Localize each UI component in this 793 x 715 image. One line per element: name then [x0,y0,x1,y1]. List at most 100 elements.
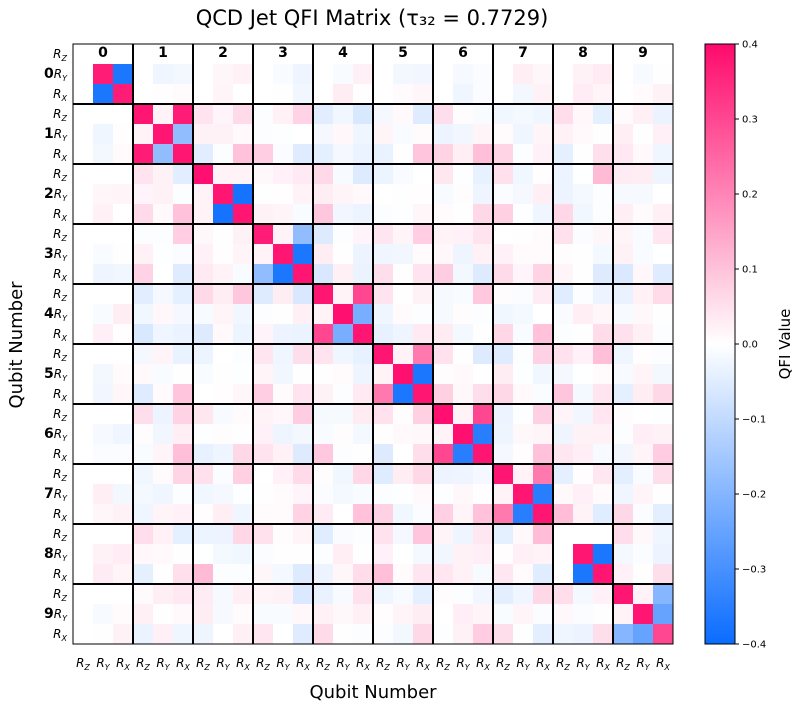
heatmap-cell [473,284,494,305]
heatmap-cell [113,444,134,465]
heatmap-cell [353,104,374,125]
heatmap-cell [593,264,614,285]
heatmap-cell [633,244,654,265]
heatmap-cell [193,244,214,265]
heatmap-cell [273,124,294,145]
heatmap-cell [453,364,474,385]
heatmap-cell [193,284,214,305]
heatmap-cell [333,384,354,405]
heatmap-cell [173,224,194,245]
heatmap-cell [133,604,154,625]
heatmap-cell [413,324,434,345]
heatmap-cell [613,44,634,65]
heatmap-cell [193,384,214,405]
heatmap-cell [133,444,154,465]
heatmap-cell [353,364,374,385]
heatmap-cell [193,144,214,165]
heatmap-cell [233,304,254,325]
heatmap-cell [93,504,114,525]
heatmap-cell [313,84,334,105]
heatmap-cell [453,504,474,525]
heatmap-cell [653,404,674,425]
heatmap-cell [353,524,374,545]
heatmap-cell [493,344,514,365]
heatmap-cell [293,224,314,245]
heatmap-cell [653,184,674,205]
heatmap-cell [213,244,234,265]
heatmap-cell [273,464,294,485]
heatmap-cell [173,504,194,525]
heatmap-cell [213,504,234,525]
heatmap-cell [113,244,134,265]
heatmap-cell [273,564,294,585]
heatmap-cell [473,324,494,345]
heatmap-cell [293,264,314,285]
heatmap-cell [93,604,114,625]
heatmap-cell [253,284,274,305]
heatmap-cell [233,484,254,505]
heatmap-cell [613,104,634,125]
heatmap-cell [453,444,474,465]
heatmap-cell [393,164,414,185]
heatmap-cell [473,224,494,245]
heatmap-cell [253,424,274,445]
heatmap-cell [293,464,314,485]
heatmap-cell [213,84,234,105]
heatmap-cell [173,424,194,445]
heatmap-cell [553,624,574,645]
heatmap-cell [93,564,114,585]
heatmap-cell [393,304,414,325]
heatmap-cell [73,484,94,505]
heatmap-cell [593,84,614,105]
heatmap-cell [93,224,114,245]
heatmap-cell [653,124,674,145]
heatmap-cell [153,424,174,445]
heatmap-cell [153,464,174,485]
heatmap-cell [473,264,494,285]
heatmap-cell [513,264,534,285]
heatmap-cell [353,564,374,585]
heatmap-cell [93,524,114,545]
heatmap-cell [373,104,394,125]
heatmap-cell [213,184,234,205]
heatmap-cell [193,44,214,65]
heatmap-cell [373,224,394,245]
heatmap-cell [233,144,254,165]
heatmap-cell [173,584,194,605]
row-gate-label: 8RY [44,546,68,563]
heatmap-cell [293,504,314,525]
heatmap-cell [333,584,354,605]
column-gate-label: RY [336,656,350,672]
heatmap-cell [573,204,594,225]
heatmap-cell [493,504,514,525]
heatmap-cell [173,64,194,85]
heatmap-cell [133,284,154,305]
heatmap-cell [293,304,314,325]
heatmap-cell [73,304,94,325]
heatmap-cell [113,284,134,305]
heatmap-cell [213,284,234,305]
heatmap-cell [653,244,674,265]
heatmap-cell [453,284,474,305]
heatmap-cell [333,304,354,325]
row-gate-label: RZ [53,107,67,123]
heatmap-cell [153,604,174,625]
heatmap-cell [633,404,654,425]
heatmap-cell [133,364,154,385]
heatmap-cell [273,284,294,305]
heatmap-cell [653,304,674,325]
row-gate-label: RX [53,627,67,643]
heatmap-cell [513,124,534,145]
heatmap-cell [433,284,454,305]
heatmap-cell [73,124,94,145]
heatmap-cell [233,84,254,105]
heatmap-cell [233,624,254,645]
heatmap-cell [473,584,494,605]
heatmap-cell [173,524,194,545]
heatmap-cell [233,524,254,545]
heatmap-cell [193,324,214,345]
heatmap-cell [113,624,134,645]
heatmap-cell [473,204,494,225]
heatmap-cell [113,344,134,365]
